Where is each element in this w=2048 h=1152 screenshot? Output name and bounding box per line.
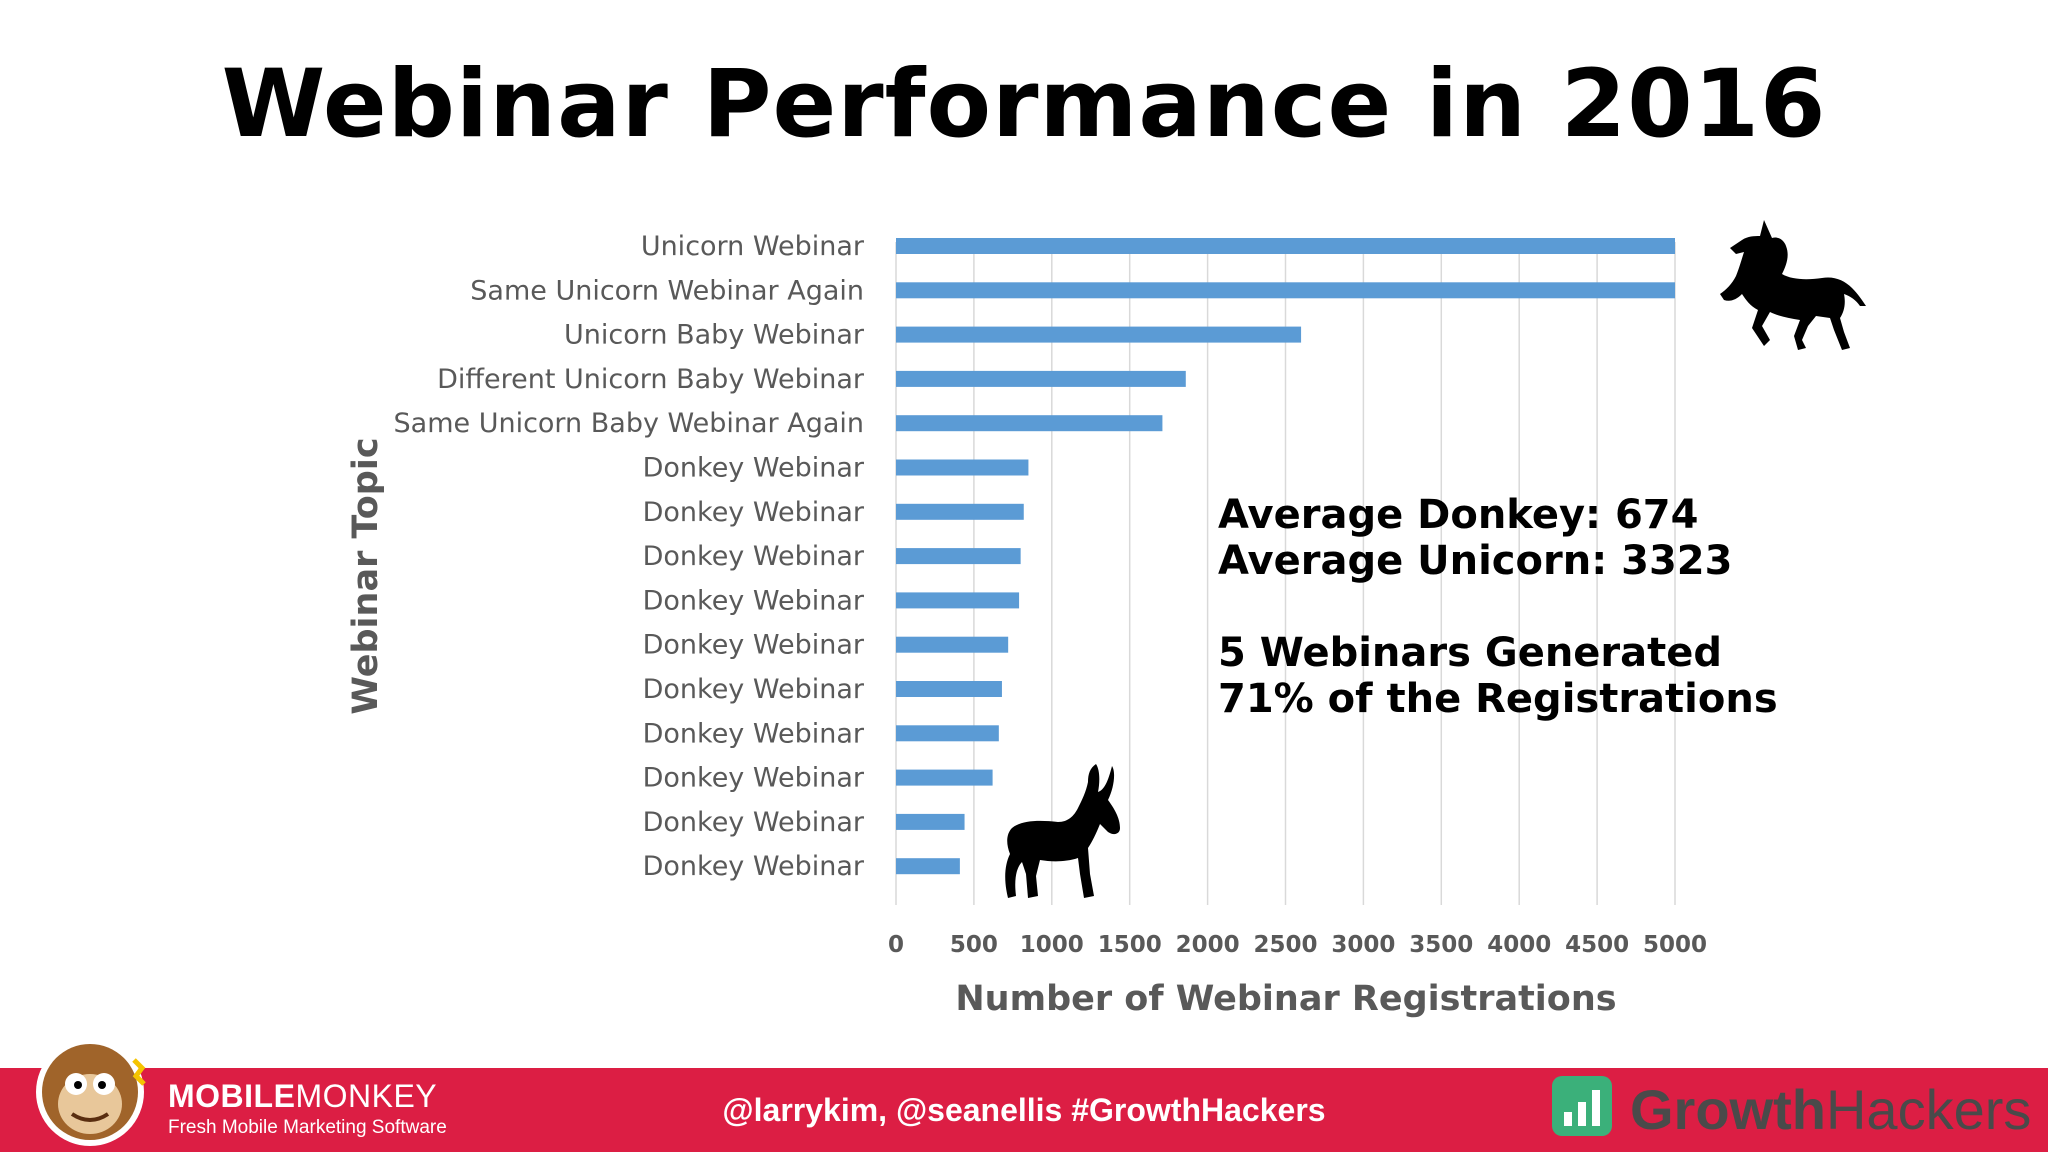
summary-line-1: 5 Webinars Generated: [1218, 630, 1723, 676]
bar: [896, 503, 1024, 520]
bar: [896, 813, 965, 830]
x-tick-label: 0: [888, 932, 904, 958]
bar: [896, 459, 1029, 476]
x-tick-label: 3500: [1409, 932, 1473, 958]
category-label: Donkey Webinar: [643, 541, 865, 572]
bar: [896, 858, 960, 875]
x-tick-label: 5000: [1643, 932, 1707, 958]
annotation-box: Average Donkey: 674 Average Unicorn: 332…: [1218, 492, 1778, 722]
unicorn-icon: [1720, 220, 1866, 350]
growthhackers-logo-icon: [1552, 1076, 1612, 1136]
footer-bar: @larrykim, @seanellis #GrowthHackers MOB…: [0, 1068, 2048, 1152]
bar: [896, 636, 1009, 653]
bar: [896, 725, 999, 742]
bar: [896, 592, 1020, 609]
x-axis-title: Number of Webinar Registrations: [955, 979, 1616, 1019]
category-label: Donkey Webinar: [643, 807, 865, 838]
donkey-icon: [1005, 764, 1120, 898]
bar: [896, 370, 1186, 387]
mobilemonkey-tagline: Fresh Mobile Marketing Software: [168, 1117, 447, 1138]
category-label: Donkey Webinar: [643, 851, 865, 882]
category-label: Donkey Webinar: [643, 763, 865, 794]
bar: [896, 769, 993, 786]
category-label: Donkey Webinar: [643, 497, 865, 528]
bar: [896, 238, 1675, 254]
summary-line-2: 71% of the Registrations: [1218, 676, 1778, 722]
bar: [896, 548, 1021, 565]
bar: [896, 415, 1163, 432]
mobilemonkey-brand: MOBILEMONKEY Fresh Mobile Marketing Soft…: [168, 1078, 447, 1139]
x-tick-label: 4500: [1565, 932, 1629, 958]
x-tick-label: 2000: [1176, 932, 1240, 958]
footer-handles: @larrykim, @seanellis #GrowthHackers: [722, 1092, 1326, 1128]
x-tick-label: 500: [950, 932, 998, 958]
category-label: Same Unicorn Webinar Again: [470, 275, 864, 306]
category-label: Donkey Webinar: [643, 453, 865, 484]
bars: [896, 238, 1675, 875]
category-label: Different Unicorn Baby Webinar: [437, 364, 865, 395]
y-axis-title: Webinar Topic: [346, 437, 386, 714]
x-tick-label: 3000: [1331, 932, 1395, 958]
mobilemonkey-wordmark: MOBILEMONKEY: [168, 1078, 438, 1114]
category-label: Unicorn Webinar: [641, 231, 865, 262]
category-label: Same Unicorn Baby Webinar Again: [394, 408, 864, 439]
monkey-mascot-icon: [36, 1038, 146, 1146]
slide-title: Webinar Performance in 2016: [221, 50, 1827, 159]
x-tick-label: 2500: [1253, 932, 1317, 958]
x-tick-label: 1000: [1020, 932, 1084, 958]
avg-unicorn-text: Average Unicorn: 3323: [1218, 538, 1733, 584]
category-label: Donkey Webinar: [643, 630, 865, 661]
category-label: Donkey Webinar: [643, 718, 865, 749]
category-label: Donkey Webinar: [643, 674, 865, 705]
bar: [896, 282, 1675, 299]
x-tick-label: 4000: [1487, 932, 1551, 958]
category-labels: Unicorn Webinar Same Unicorn Webinar Agai…: [394, 231, 865, 882]
category-label: Donkey Webinar: [643, 585, 865, 616]
bar: [896, 326, 1302, 343]
avg-donkey-text: Average Donkey: 674: [1218, 492, 1699, 538]
bar: [896, 681, 1002, 697]
growthhackers-wordmark: GrowthHackers: [1630, 1078, 2032, 1141]
gridlines: [895, 242, 1676, 905]
x-tick-labels: 0 500 1000 1500 2000 2500 3000 3500 4000 4500 5000: [888, 932, 1707, 958]
x-tick-label: 1500: [1098, 932, 1162, 958]
category-label: Unicorn Baby Webinar: [564, 320, 865, 351]
